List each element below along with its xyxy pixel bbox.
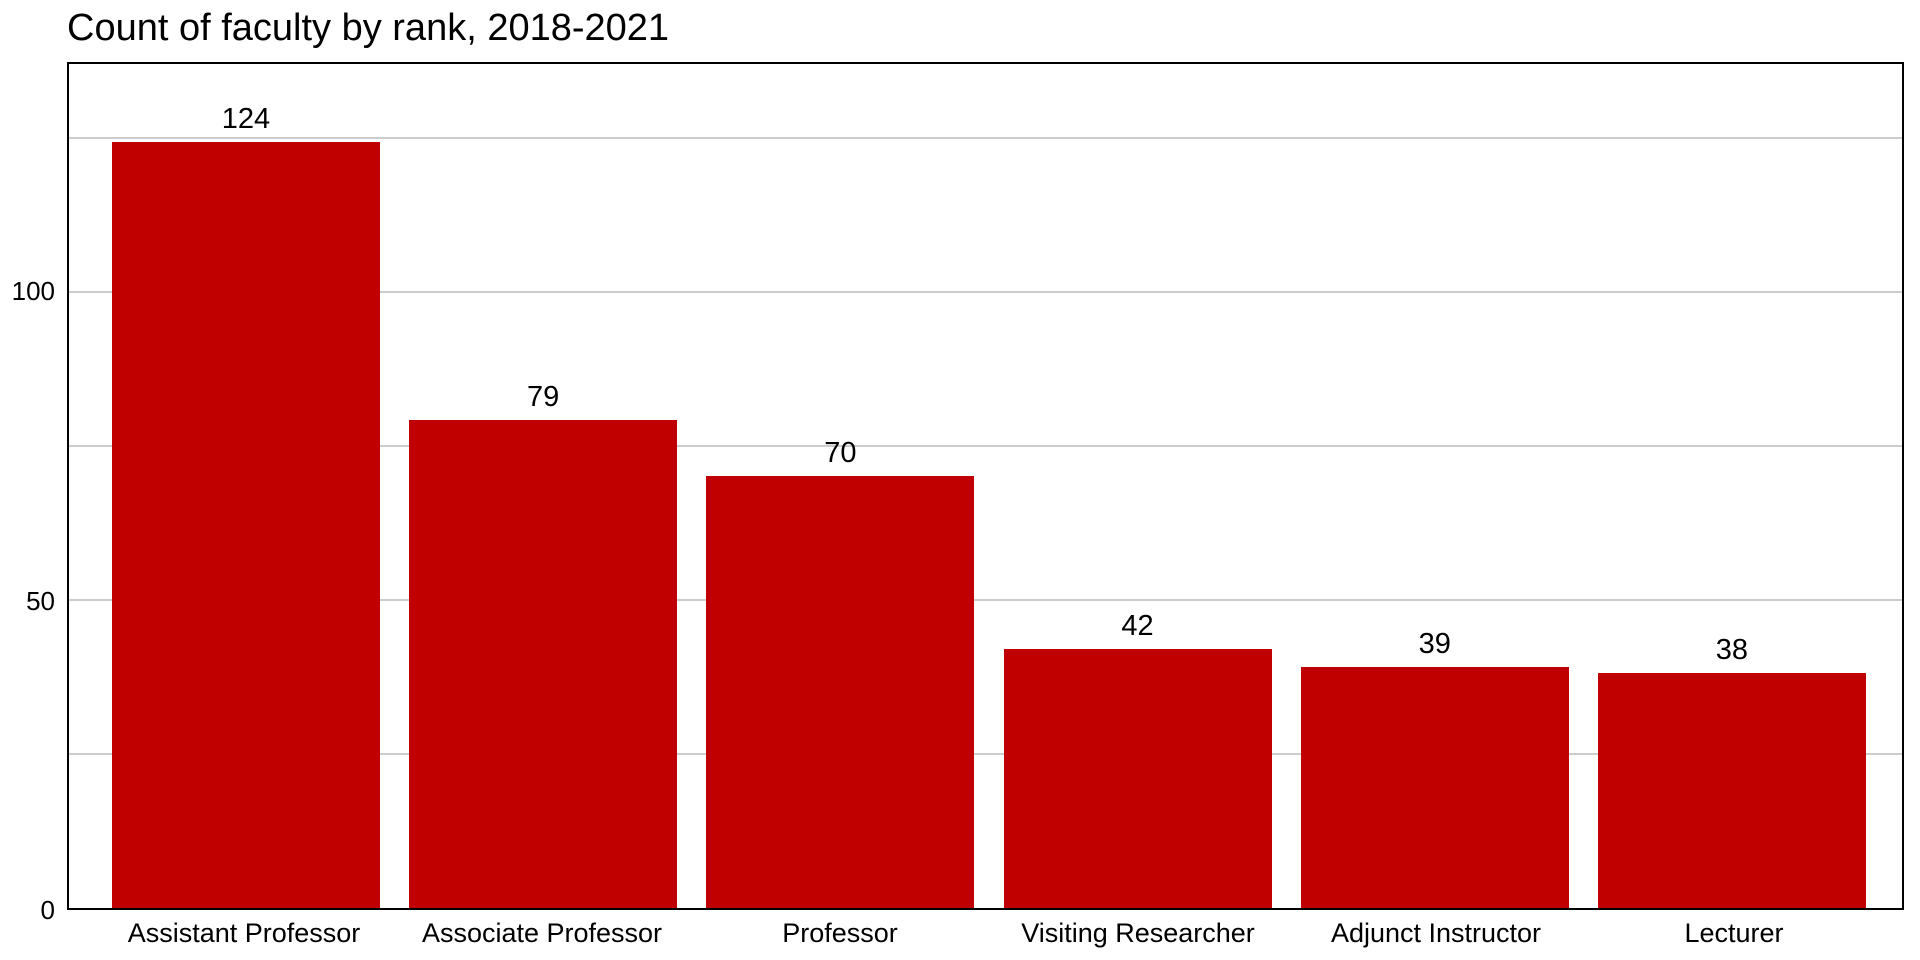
bar <box>112 142 380 908</box>
x-category-label: Professor <box>782 918 898 948</box>
bar-column: 42 <box>1003 609 1272 908</box>
chart-title: Count of faculty by rank, 2018-2021 <box>67 7 670 49</box>
gridline-125 <box>69 136 1902 139</box>
bar-value-label: 70 <box>824 436 857 469</box>
y-tick-label-50: 50 <box>26 585 55 616</box>
y-tick-label-100: 100 <box>11 276 55 307</box>
x-category-label: Assistant Professor <box>127 918 361 948</box>
bar-value-label: 42 <box>1121 609 1154 642</box>
x-category-label: Lecturer <box>1684 918 1784 948</box>
bar <box>706 475 975 908</box>
gridline-100 <box>69 290 1902 293</box>
bar-column: 39 <box>1300 628 1569 908</box>
plot-area: 124 79 70 42 39 38 <box>67 62 1904 910</box>
bar-column: 124 <box>112 103 380 908</box>
bar <box>409 420 678 908</box>
x-category-label: Associate Professor <box>421 918 663 948</box>
gridline-75 <box>69 444 1902 447</box>
x-category-label: Adjunct Instructor <box>1330 918 1542 948</box>
x-axis-category-labels: Assistant Professor Associate Professor Pr… <box>67 918 1904 949</box>
bars-row: 124 79 70 42 39 38 <box>69 64 1902 908</box>
bar-column: 79 <box>409 381 678 908</box>
bar-value-label: 79 <box>527 381 560 414</box>
bar-value-label: 39 <box>1418 628 1451 661</box>
bar-column: 70 <box>706 436 975 908</box>
bar-column: 38 <box>1597 634 1866 908</box>
bar <box>1003 648 1272 908</box>
bar-value-label: 124 <box>221 103 271 136</box>
gridline-25 <box>69 753 1902 755</box>
bar-value-label: 38 <box>1715 634 1749 667</box>
bar <box>1597 673 1866 908</box>
y-tick-label-0: 0 <box>40 895 55 925</box>
x-category-label: Visiting Researcher <box>1021 918 1255 948</box>
y-axis-tick-labels: 0 50 100 <box>0 62 55 923</box>
bar <box>1300 667 1569 908</box>
gridline-50 <box>69 598 1902 601</box>
